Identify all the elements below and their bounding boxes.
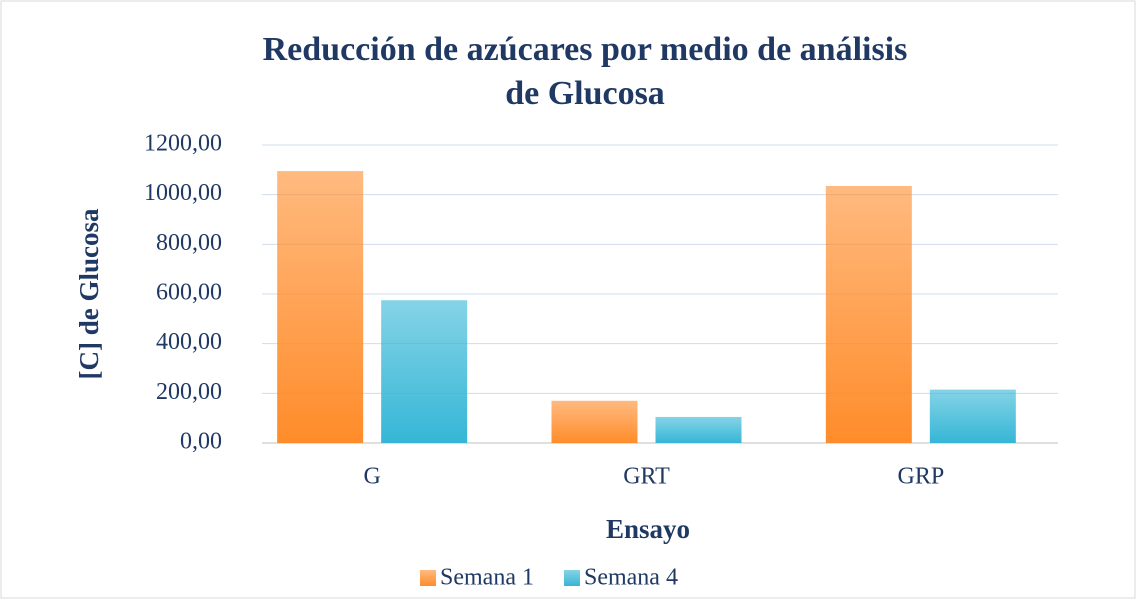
y-tick-label: 0,00 <box>180 429 222 455</box>
x-tick-label: GRT <box>623 464 670 490</box>
bar <box>929 389 1016 443</box>
x-tick-label: G <box>363 464 380 490</box>
legend-swatch <box>563 570 580 586</box>
legend-label: Semana 1 <box>440 565 534 591</box>
y-tick-label: 800,00 <box>156 230 222 256</box>
chart-title: Reducción de azúcares por medio de análi… <box>263 31 908 112</box>
x-tick-label: GRP <box>897 464 944 490</box>
bar <box>551 400 638 443</box>
bar <box>655 416 742 443</box>
legend-swatch <box>420 570 436 586</box>
x-axis-title: Ensayo <box>606 514 690 544</box>
y-tick-label: 1200,00 <box>144 131 222 157</box>
y-axis-title: [C] de Glucosa <box>74 208 104 379</box>
y-tick-label: 400,00 <box>156 329 222 355</box>
y-tick-label: 200,00 <box>156 379 222 405</box>
y-tick-label: 600,00 <box>156 280 222 306</box>
bar <box>277 171 364 443</box>
legend-label: Semana 4 <box>584 565 678 591</box>
y-tick-label: 1000,00 <box>144 180 222 206</box>
bar <box>381 300 468 443</box>
bar <box>825 185 912 443</box>
